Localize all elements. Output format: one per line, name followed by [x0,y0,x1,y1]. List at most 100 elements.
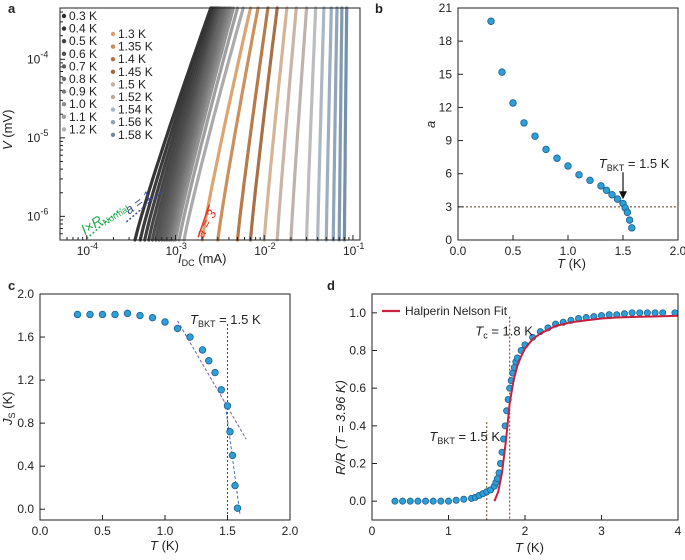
panel-d-ytick-label-3: 0.6 [349,381,366,395]
panel-d-point-4 [422,497,430,505]
panel-b-frame [457,7,679,241]
panel-b-xtick-label-1: 0.5 [505,244,522,258]
panel-c-xtick-label-0: 0.0 [32,524,49,538]
panel-c-ylabel: JS (K) [0,392,17,426]
panel-c-ytick-label-5: 2.0 [17,287,34,301]
iv-curve-9 [165,6,227,242]
panel-c-point-8 [173,324,182,333]
panel-b-point-13 [613,195,622,203]
legend-a-label-6: 0.9 K [69,85,97,99]
panel-d-tc-label: Tc = 1.8 K [475,323,533,340]
panel-b-point-9 [586,176,594,185]
panel-b-ytick-label-1: 3 [445,200,452,214]
panel-a-xtick-label-1: 10-3 [165,241,186,258]
panel-c-point-14 [223,402,232,410]
panel-d-bkt-label-part: T [429,429,438,444]
panel-c-point-2 [98,310,107,319]
panel-a-xlabel-part: I [178,251,182,266]
iv-curve-23 [305,6,318,242]
panel-a-ytick-label-0: 10-6 [27,206,48,223]
panel-b-bkt-label-part: = 1.5 K [624,156,669,171]
legend-a-label-2: 0.5 K [69,34,97,48]
panel-a-xtick-label-2-part: -2 [268,241,276,251]
legend-a2-label-3: 1.45 K [118,65,153,79]
legend-a-marker-7 [61,102,67,107]
panel-c-chart: TBKT = 1.5 K0.0 0.5 1.0 1.5 2.00.00.40.81.21… [0,287,299,553]
iv-curve-26 [331,6,339,242]
panel-a-ytick-label-0-part: 10 [27,209,41,223]
panel-d-tc-label-part: T [475,323,484,338]
panel-c-point-13 [217,386,225,394]
panel-d-ytick-label-0: 0.0 [349,494,366,508]
panel-b-xtick-label-3: 1.5 [615,244,632,258]
iv-curve-18 [235,6,270,242]
panel-c-point-12 [211,368,219,377]
panel-d-bkt-label-part: = 1.5 K [455,429,500,444]
panel-c-point-16 [228,451,237,460]
panel-a-ylabel: V (mV) [0,110,15,150]
legend-a-label-4: 0.7 K [69,59,97,73]
iv-curve-0 [133,6,213,242]
panel-c-ytick-label-1: 0.4 [17,459,34,473]
panel-b-point-17 [625,216,634,224]
panel-d-bkt-label: TBKT = 1.5 K [429,429,500,446]
panel-b-chart: TBKT = 1.5 K0.0 0.5 1.0 1.5 2.0036912151821T… [423,1,685,271]
panel-b-ylabel: a [423,121,438,128]
panel-d-point-8 [452,496,460,504]
normal-resistance-line [86,208,121,240]
panel-a-frame [59,7,361,241]
panel-b-point-7 [564,162,572,170]
panel-a-xtick-label-1-part: -3 [179,241,187,251]
panel-c-bkt-label-part: BKT [198,319,216,329]
slope-a3-label: a = 3 [193,207,220,241]
panel-b-ytick-label-5: 15 [439,67,453,81]
panel-a-ytick-label-2: 10-4 [27,49,48,66]
panel-a-ylabel-part: (mV) [0,110,15,142]
panel-c-point-7 [161,318,169,326]
panel-b-point-1 [498,68,506,76]
panel-c-frame [39,293,291,521]
iv-curve-7 [160,6,222,242]
panel-b-point-6 [553,154,561,162]
panel-b-bkt-label: TBKT = 1.5 K [599,156,670,173]
panel-b-point-4 [531,132,539,140]
legend-a-marker-3 [61,51,67,56]
panel-c-xtick-label-4: 2.0 [282,524,299,538]
legend-a-marker-0 [61,13,67,19]
iv-curve-25 [324,6,333,242]
panel-c-ytick-label-0: 0.0 [17,502,34,516]
panel-letter-a: a [8,1,16,16]
panel-b-ytick-label-7: 21 [439,1,453,15]
panel-d-tc-label-part: c [483,330,488,340]
slope-a3-line [197,204,210,238]
panel-b-ytick-label-4: 12 [439,100,453,114]
legend-d-label: Halperin Nelson Fit [405,304,508,318]
legend-a2-marker-5 [110,94,116,100]
panel-c-xtick-label-1: 0.5 [94,524,111,538]
legend-a-label-5: 0.8 K [69,72,97,86]
iv-curve-13 [173,6,235,242]
panel-letter-b: b [375,1,383,16]
legend-a-label-1: 0.4 K [69,22,97,36]
panel-d-xlabel-part: (K) [523,540,544,555]
panel-d-point-1 [399,497,407,505]
halperin-nelson-fit-curve [493,314,679,502]
bkt-arrow-head [619,191,627,200]
iv-curve-24 [316,6,326,242]
panel-d-point-48 [636,309,644,317]
iv-curve-4 [150,6,219,242]
panel-b-ytick-label-3: 9 [445,134,452,148]
panel-c-ytick-label-3: 1.2 [17,373,34,387]
panel-c-point-0 [73,310,82,319]
iv-curve-10 [167,6,229,242]
panel-b-xtick-label-4: 2.0 [670,244,685,258]
panel-d-chart: Halperin Nelson Fit Tc = 1.8 K TBKT = 1.5 … [333,293,682,555]
panel-c-bkt-label-part: = 1.5 K [215,312,260,327]
iv-curve-14 [177,6,240,242]
panel-c-ytick-label-2: 0.8 [17,416,34,430]
panel-a-xtick-label-3-part: -1 [356,241,364,251]
panel-b-xtick-label-2: 1.0 [560,244,577,258]
panel-c-ylabel-part: S [7,412,17,418]
panel-d-point-3 [414,497,422,505]
legend-a-marker-2 [61,39,67,44]
